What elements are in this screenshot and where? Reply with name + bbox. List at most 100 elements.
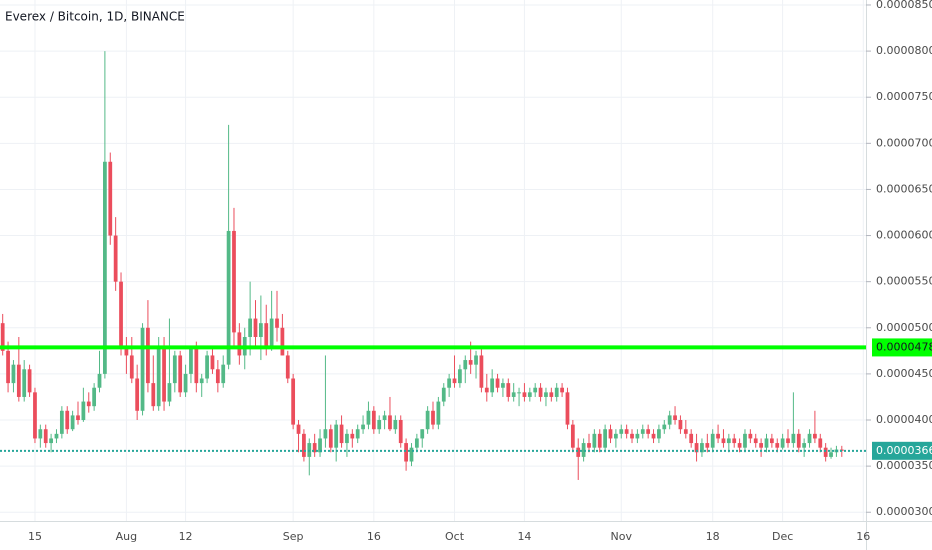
- candle-body: [119, 281, 123, 347]
- candle-body: [16, 364, 21, 397]
- candle-body: [49, 438, 53, 444]
- candle-body: [791, 433, 796, 444]
- candle-body: [189, 346, 193, 374]
- candle-body: [576, 447, 581, 457]
- candle-body: [151, 383, 156, 407]
- candle-body: [302, 433, 306, 457]
- candle-body: [86, 401, 91, 407]
- candle-body: [388, 415, 392, 430]
- candle-body: [775, 443, 780, 448]
- candle-body: [167, 383, 172, 402]
- chart-title: Everex / Bitcoin, 1D, BINANCE: [5, 10, 185, 24]
- candle-body: [807, 433, 812, 444]
- candle-body: [135, 378, 140, 411]
- candle-body: [527, 392, 532, 397]
- candle-body: [802, 443, 807, 448]
- candle-body: [345, 433, 349, 444]
- candle-body: [113, 235, 118, 282]
- price-label-box: [872, 338, 932, 357]
- candle-body: [350, 433, 355, 439]
- candle-body: [361, 424, 365, 430]
- candle-body: [393, 420, 398, 430]
- candle-body: [38, 429, 43, 439]
- candle-body: [823, 447, 828, 457]
- candle-body: [796, 433, 801, 448]
- candle-body: [657, 429, 661, 439]
- candle-body: [468, 360, 473, 365]
- candle-body: [425, 410, 430, 430]
- price-label: 0.00004787: [876, 340, 932, 353]
- candle-body: [786, 438, 790, 444]
- candle-body: [420, 429, 425, 439]
- candle-body: [538, 387, 543, 397]
- candle-body: [673, 415, 677, 421]
- x-tick-label: 18: [706, 530, 720, 543]
- candle-body: [404, 443, 408, 462]
- candle-body: [447, 378, 452, 388]
- candle-body: [296, 424, 301, 434]
- candle-body: [97, 373, 102, 388]
- candle-body: [458, 369, 462, 384]
- price-label: 0.00003666: [876, 444, 932, 457]
- candle-body: [780, 438, 785, 448]
- candle-body: [339, 424, 344, 444]
- candle-body: [710, 433, 715, 448]
- candle-body: [355, 429, 360, 439]
- candle-body: [92, 387, 97, 407]
- y-tick-label: 0.00006000: [876, 229, 932, 242]
- y-tick-label: 0.00004000: [876, 413, 932, 426]
- x-tick-label: Oct: [445, 530, 465, 543]
- candle-body: [210, 355, 215, 370]
- candle-body: [162, 346, 166, 402]
- x-tick-label: 16: [856, 530, 870, 543]
- candle-body: [694, 443, 699, 453]
- candle-body: [769, 438, 774, 444]
- x-tick-label: 12: [179, 530, 193, 543]
- candle-body: [501, 383, 505, 388]
- candle-body: [678, 420, 683, 430]
- candle-body: [108, 161, 113, 236]
- candle-body: [377, 420, 382, 430]
- x-tick-label: 14: [517, 530, 531, 543]
- candle-body: [199, 378, 204, 384]
- candle-body: [65, 410, 70, 430]
- candle-body: [291, 378, 296, 425]
- candle-body: [11, 364, 16, 384]
- candle-body: [506, 383, 511, 397]
- candle-body: [398, 420, 403, 444]
- candle-body: [178, 355, 183, 393]
- candle-body: [436, 401, 441, 425]
- candle-body: [592, 433, 597, 448]
- candle-body: [544, 392, 548, 397]
- price-label-box: [872, 441, 932, 460]
- candle-body: [59, 410, 64, 434]
- y-tick-label: 0.00008500: [876, 0, 932, 11]
- candle-body: [371, 410, 376, 430]
- candle-body: [452, 378, 457, 384]
- candle-body: [764, 438, 769, 448]
- y-tick-label: 0.00006500: [876, 182, 932, 195]
- x-tick-label: Dec: [772, 530, 793, 543]
- candle-body: [275, 318, 279, 328]
- candle-body: [474, 355, 478, 365]
- candle-body: [33, 392, 37, 439]
- candle-body: [172, 355, 177, 384]
- candle-body: [124, 346, 129, 356]
- candle-body: [716, 433, 720, 439]
- candle-body: [129, 355, 134, 379]
- candle-body: [705, 443, 710, 448]
- candle-body: [748, 433, 753, 439]
- candle-body: [146, 327, 150, 384]
- candle-body: [156, 346, 161, 407]
- candle-body: [54, 433, 59, 439]
- candle-body: [689, 433, 694, 444]
- candle-body: [285, 355, 290, 379]
- candle-body: [554, 387, 559, 397]
- candle-body: [721, 438, 726, 444]
- candle-body: [511, 392, 516, 397]
- candle-body: [237, 332, 242, 356]
- candle-body: [253, 318, 258, 338]
- candle-body: [76, 415, 80, 421]
- candle-body: [495, 378, 500, 388]
- candle-body: [829, 452, 833, 457]
